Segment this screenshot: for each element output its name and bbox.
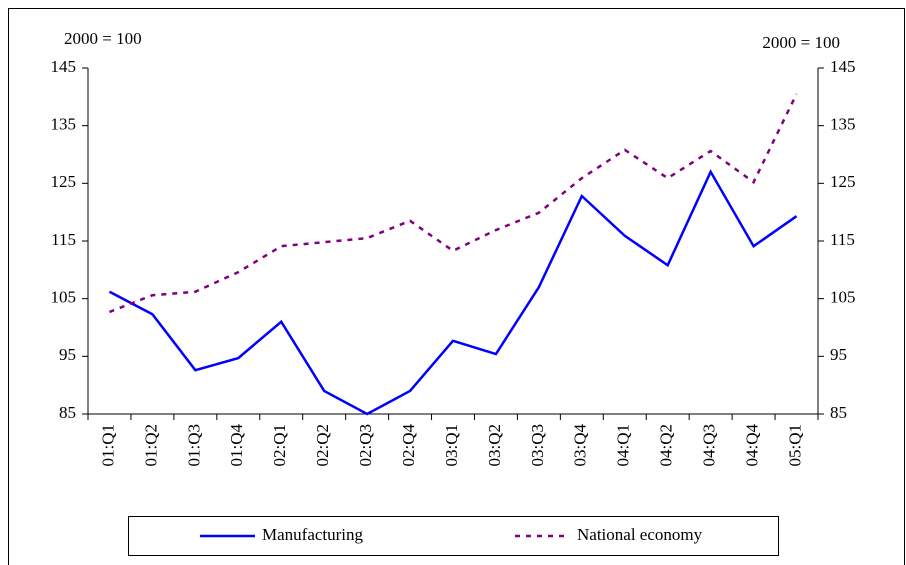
legend-label: Manufacturing: [262, 525, 364, 544]
legend-label: National economy: [577, 525, 703, 544]
x-tick-label: 01:Q1: [98, 424, 117, 467]
x-tick-label: 04:Q1: [614, 424, 633, 467]
y-tick-label: 115: [51, 230, 76, 249]
x-tick-label: 04:Q3: [700, 424, 719, 467]
series-line: [108, 169, 798, 416]
x-tick-label: 01:Q2: [141, 424, 160, 467]
y2-tick-label: 85: [830, 403, 847, 422]
legend-box: [128, 516, 779, 556]
x-tick-label: 02:Q4: [399, 424, 418, 467]
x-tick-label: 02:Q3: [356, 424, 375, 467]
y-tick-label: 125: [51, 172, 77, 191]
x-tick-label: 03:Q2: [485, 424, 504, 467]
x-tick-label: 02:Q1: [270, 424, 289, 467]
x-tick-label: 01:Q3: [184, 424, 203, 467]
y-tick-label: 105: [51, 288, 77, 307]
y2-tick-label: 115: [830, 230, 855, 249]
y2-tick-label: 145: [830, 57, 856, 76]
y2-tick-label: 125: [830, 172, 856, 191]
x-tick-label: 03:Q3: [528, 424, 547, 467]
x-tick-label: 04:Q2: [657, 424, 676, 467]
chart-frame: [8, 8, 905, 565]
y-tick-label: 95: [59, 345, 76, 364]
y-tick-label: 135: [51, 115, 77, 134]
series-line: [109, 93, 798, 314]
y-axis-unit: 2000 = 100: [64, 29, 142, 48]
y2-axis-unit: 2000 = 100: [762, 33, 840, 52]
x-tick-label: 03:Q1: [442, 424, 461, 467]
x-tick-label: 02:Q2: [313, 424, 332, 467]
y-tick-label: 85: [59, 403, 76, 422]
x-tick-label: 03:Q4: [571, 424, 590, 467]
x-tick-label: 04:Q4: [742, 424, 761, 467]
y-tick-label: 145: [51, 57, 77, 76]
y2-tick-label: 135: [830, 115, 856, 134]
y2-tick-label: 105: [830, 288, 856, 307]
x-tick-label: 05:Q1: [785, 424, 804, 467]
y2-tick-label: 95: [830, 345, 847, 364]
x-tick-label: 01:Q4: [227, 424, 246, 467]
